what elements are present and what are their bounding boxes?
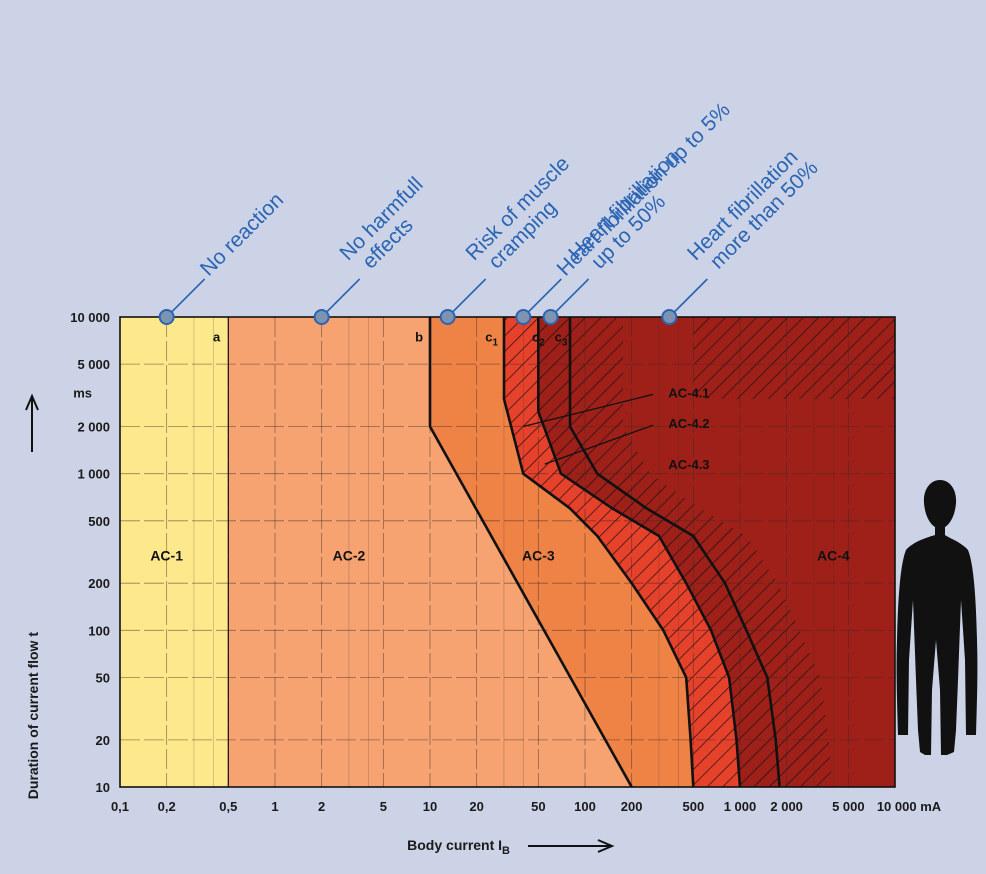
annotation-leader [668,278,708,318]
x-tick-label: 2 000 [770,799,803,814]
x-tick-label: 0,1 [111,799,129,814]
x-tick-label: 200 [621,799,643,814]
y-tick-label: 5 000 [77,357,110,372]
annotation-leader [166,278,206,318]
annotation-leader [447,278,487,318]
y-axis-arrow-icon [25,393,39,452]
x-tick-label: 1 000 [724,799,757,814]
subzone-leader-line [523,393,654,428]
annotation-label: Heart fibrillationup to 50% [564,146,699,281]
x-tick-label: 1 [271,799,278,814]
region-ac1 [120,317,229,787]
x-tick-label: 500 [682,799,704,814]
x-axis-title: Body current IB [407,837,510,857]
annotation-label: No reaction [196,188,288,280]
zone-label-ac-4: AC-4 [817,548,850,564]
human-silhouette [896,480,978,755]
annotation-marker [515,309,532,325]
curve-label-a: a [213,330,221,345]
y-tick-label: 20 [96,733,110,748]
zone-label-ac-3: AC-3 [522,548,555,564]
y-tick-label: 50 [96,670,110,685]
x-tick-label: 0,5 [219,799,237,814]
x-tick-label: 0,2 [158,799,176,814]
plot-frame [119,316,896,788]
boundary-curve-c1 [502,317,695,788]
annotation-marker [542,309,559,325]
plot-area [119,316,896,788]
curve-label-c3: c3 [555,330,568,349]
x-tick-label: 10 000 mA [877,799,942,814]
zone-label-ac-1: AC-1 [150,548,183,564]
y-tick-label: 10 000 [70,310,110,325]
y-unit-label: ms [73,385,92,400]
annotation-marker [313,309,330,325]
hatch-band-top [693,317,895,399]
x-tick-label: 10 [423,799,437,814]
boundary-curve-b [428,317,633,788]
annotation-label: No harmfulleffects [335,173,443,281]
curve-label-c2: c2 [532,330,545,349]
annotation-marker [158,309,175,325]
hatch-band-c1-c2 [504,317,740,787]
annotation-leader [522,278,562,318]
region-ac2 [120,317,632,787]
annotation-label: Heart fibrillationmore than 50% [683,141,823,281]
curve-label-b: b [415,330,423,345]
annotation-marker [661,309,678,325]
x-tick-label: 5 [380,799,387,814]
y-tick-label: 100 [88,623,110,638]
curve-label-c1: c1 [485,330,498,349]
y-tick-label: 1 000 [77,467,110,482]
subzone-label: AC-4.2 [668,416,709,431]
subzone-leader-line [544,424,654,465]
y-tick-label: 500 [88,514,110,529]
human-silhouette-icon [896,480,978,755]
x-tick-label: 5 000 [832,799,865,814]
y-axis-title: Duration of current flow t [25,632,41,800]
hatch-band-c3-outer [570,317,833,787]
y-tick-label: 200 [88,576,110,591]
subzone-label: AC-4.3 [668,457,709,472]
x-axis-arrow-icon [528,839,615,853]
x-tick-label: 20 [469,799,483,814]
zone-label-ac-2: AC-2 [333,548,366,564]
y-tick-label: 2 000 [77,420,110,435]
y-tick-label: 10 [96,780,110,795]
x-tick-label: 2 [318,799,325,814]
annotation-leader [550,278,590,318]
annotation-leader [321,278,361,318]
x-tick-label: 100 [574,799,596,814]
boundary-curve-c2 [537,317,742,788]
x-tick-label: 50 [531,799,545,814]
annotation-marker [439,309,456,325]
subzone-label: AC-4.1 [668,385,709,400]
